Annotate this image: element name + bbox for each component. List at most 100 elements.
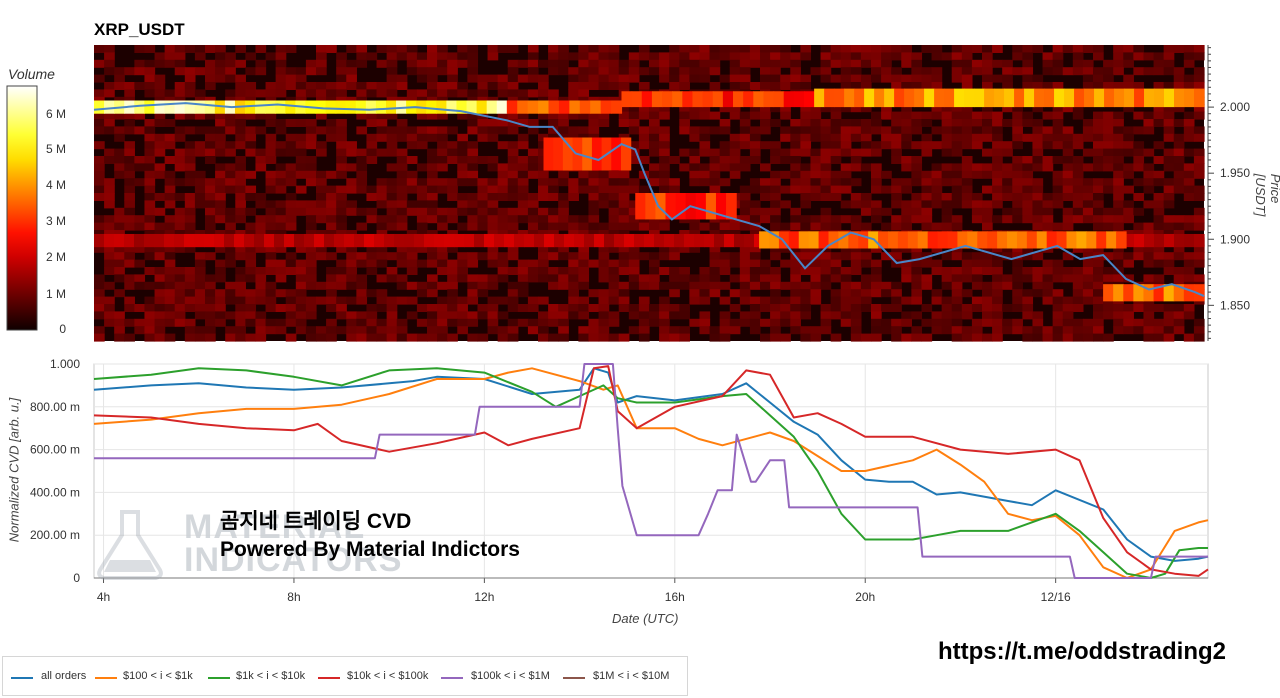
heatmap-cell bbox=[982, 289, 993, 298]
heatmap-cell bbox=[1012, 185, 1023, 194]
heatmap-cell bbox=[285, 333, 297, 342]
legend[interactable]: all orders $100 < i < $1k $1k < i < $10k $1… bbox=[2, 656, 688, 696]
heatmap-cell bbox=[336, 170, 347, 179]
heatmap-cell bbox=[669, 252, 680, 261]
heatmap-cell bbox=[568, 304, 579, 312]
heatmap-cell bbox=[1163, 252, 1175, 261]
heatmap-cell bbox=[497, 252, 509, 261]
heatmap-cell bbox=[437, 178, 448, 187]
heatmap-cell bbox=[467, 126, 479, 135]
heatmap-cell bbox=[659, 185, 670, 194]
heatmap-cell bbox=[931, 45, 943, 53]
heatmap-cell bbox=[144, 281, 156, 290]
colorbar-title: Volume bbox=[8, 66, 55, 82]
heatmap-cell bbox=[104, 244, 115, 253]
heatmap-cell bbox=[951, 185, 963, 194]
heatmap-cell bbox=[285, 200, 297, 209]
heatmap-cell bbox=[871, 59, 882, 68]
heatmap-cell bbox=[649, 170, 660, 179]
heatmap-cell bbox=[699, 74, 711, 83]
heatmap-cell bbox=[659, 67, 670, 76]
heatmap-cell bbox=[608, 52, 620, 61]
heatmap-cell bbox=[578, 311, 590, 320]
heatmap-cell bbox=[346, 311, 357, 320]
heatmap-cell bbox=[739, 296, 751, 305]
heatmap-cell bbox=[114, 111, 125, 120]
heatmap-cell bbox=[205, 67, 216, 76]
liquidity-band-cell bbox=[1034, 88, 1045, 108]
heatmap-cell bbox=[891, 126, 902, 135]
heatmap-cell bbox=[1153, 193, 1165, 201]
heatmap-cell bbox=[1082, 267, 1094, 275]
heatmap-cell bbox=[760, 119, 771, 127]
heatmap-cell bbox=[1022, 163, 1034, 172]
heatmap-cell bbox=[568, 185, 579, 194]
heatmap-cell bbox=[911, 59, 923, 68]
heatmap-cell bbox=[336, 222, 347, 231]
heatmap-cell bbox=[992, 148, 1003, 157]
heatmap-cell bbox=[871, 311, 882, 320]
heatmap-cell bbox=[94, 296, 105, 305]
heatmap-cell bbox=[94, 185, 105, 194]
heatmap-cell bbox=[265, 207, 277, 216]
legend-item[interactable]: $100 < i < $1k bbox=[123, 670, 193, 682]
heatmap-cell bbox=[871, 52, 882, 61]
legend-item[interactable]: $100k < i < $1M bbox=[471, 670, 550, 682]
heatmap-cell bbox=[447, 156, 458, 164]
heatmap-cell bbox=[507, 296, 519, 305]
heatmap-cell bbox=[386, 318, 398, 327]
heatmap-cell bbox=[265, 252, 277, 261]
heatmap-cell bbox=[184, 126, 196, 135]
heatmap-cell bbox=[951, 59, 963, 68]
heatmap-cell bbox=[406, 296, 418, 305]
heatmap-cell bbox=[982, 267, 993, 275]
heatmap-cell bbox=[780, 82, 791, 90]
liquidity-band-cell bbox=[554, 233, 565, 248]
legend-item[interactable]: $10k < i < $100k bbox=[347, 670, 429, 682]
telegram-link[interactable]: https://t.me/oddstrading2 bbox=[938, 638, 1226, 665]
heatmap-cell bbox=[427, 126, 438, 135]
heatmap-cell bbox=[1173, 67, 1185, 76]
heatmap-cell bbox=[800, 82, 812, 90]
heatmap-cell bbox=[467, 141, 479, 150]
heatmap-cell bbox=[406, 259, 418, 268]
legend-item[interactable]: all orders bbox=[41, 670, 87, 682]
heatmap-cell bbox=[729, 274, 741, 283]
legend-item[interactable]: $1M < i < $10M bbox=[593, 670, 670, 682]
heatmap-cell bbox=[780, 311, 791, 320]
heatmap-cell bbox=[921, 193, 933, 201]
heatmap-cell bbox=[992, 178, 1003, 187]
heatmap-cell bbox=[517, 318, 529, 327]
heatmap-cell bbox=[517, 259, 529, 268]
heatmap-cell bbox=[184, 178, 196, 187]
heatmap-cell bbox=[467, 52, 479, 61]
heatmap-cell bbox=[497, 141, 509, 150]
heatmap-cell bbox=[598, 259, 610, 268]
heatmap-cell bbox=[1052, 59, 1064, 68]
heatmap-cell bbox=[749, 111, 761, 120]
heatmap-cell bbox=[699, 281, 711, 290]
heatmap-cell bbox=[416, 126, 428, 135]
legend-item[interactable]: $1k < i < $10k bbox=[236, 670, 306, 682]
heatmap-cell bbox=[669, 67, 680, 76]
heatmap-cell bbox=[850, 326, 862, 335]
heatmap-cell bbox=[699, 126, 711, 135]
heatmap-cell bbox=[134, 82, 146, 90]
heatmap-cell bbox=[346, 281, 357, 290]
heatmap-cell bbox=[235, 267, 246, 275]
heatmap-cell bbox=[1082, 296, 1094, 305]
heatmap-cell bbox=[225, 185, 236, 194]
heatmap-cell bbox=[1052, 111, 1064, 120]
heatmap-cell bbox=[316, 185, 327, 194]
heatmap-cell bbox=[1163, 67, 1175, 76]
heatmap-cell bbox=[416, 333, 428, 342]
heatmap-cell bbox=[1002, 74, 1013, 83]
heatmap-cell bbox=[598, 59, 610, 68]
liquidity-band-cell bbox=[654, 233, 665, 248]
heatmap-cell bbox=[1173, 156, 1185, 164]
heatmap-cell bbox=[255, 126, 267, 135]
heatmap-cell bbox=[1153, 104, 1165, 113]
liquidity-band-cell bbox=[325, 100, 337, 114]
heatmap-cell bbox=[437, 185, 448, 194]
